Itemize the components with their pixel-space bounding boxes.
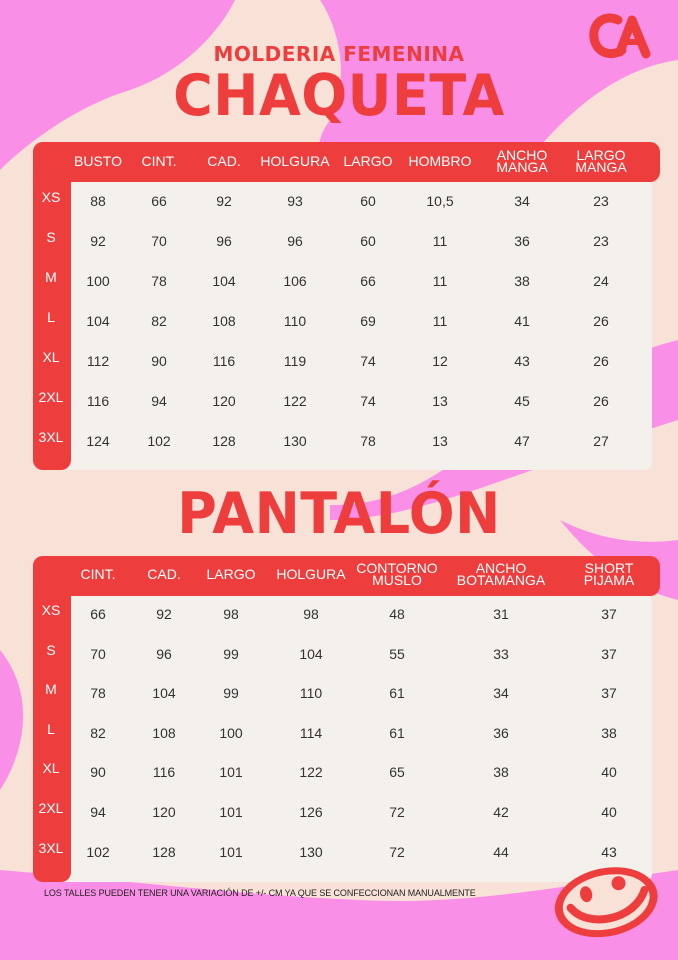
jacket-title: CHAQUETA <box>173 62 505 129</box>
subtitle: MOLDERIA FEMENINA <box>213 42 465 66</box>
brand-logo-icon <box>589 13 651 59</box>
pants-title: PANTALÓN <box>177 480 501 547</box>
smiley-face-icon <box>554 867 658 938</box>
footnote: LOS TALLES PUEDEN TENER UNA VARIACIÓN DE… <box>44 888 476 898</box>
